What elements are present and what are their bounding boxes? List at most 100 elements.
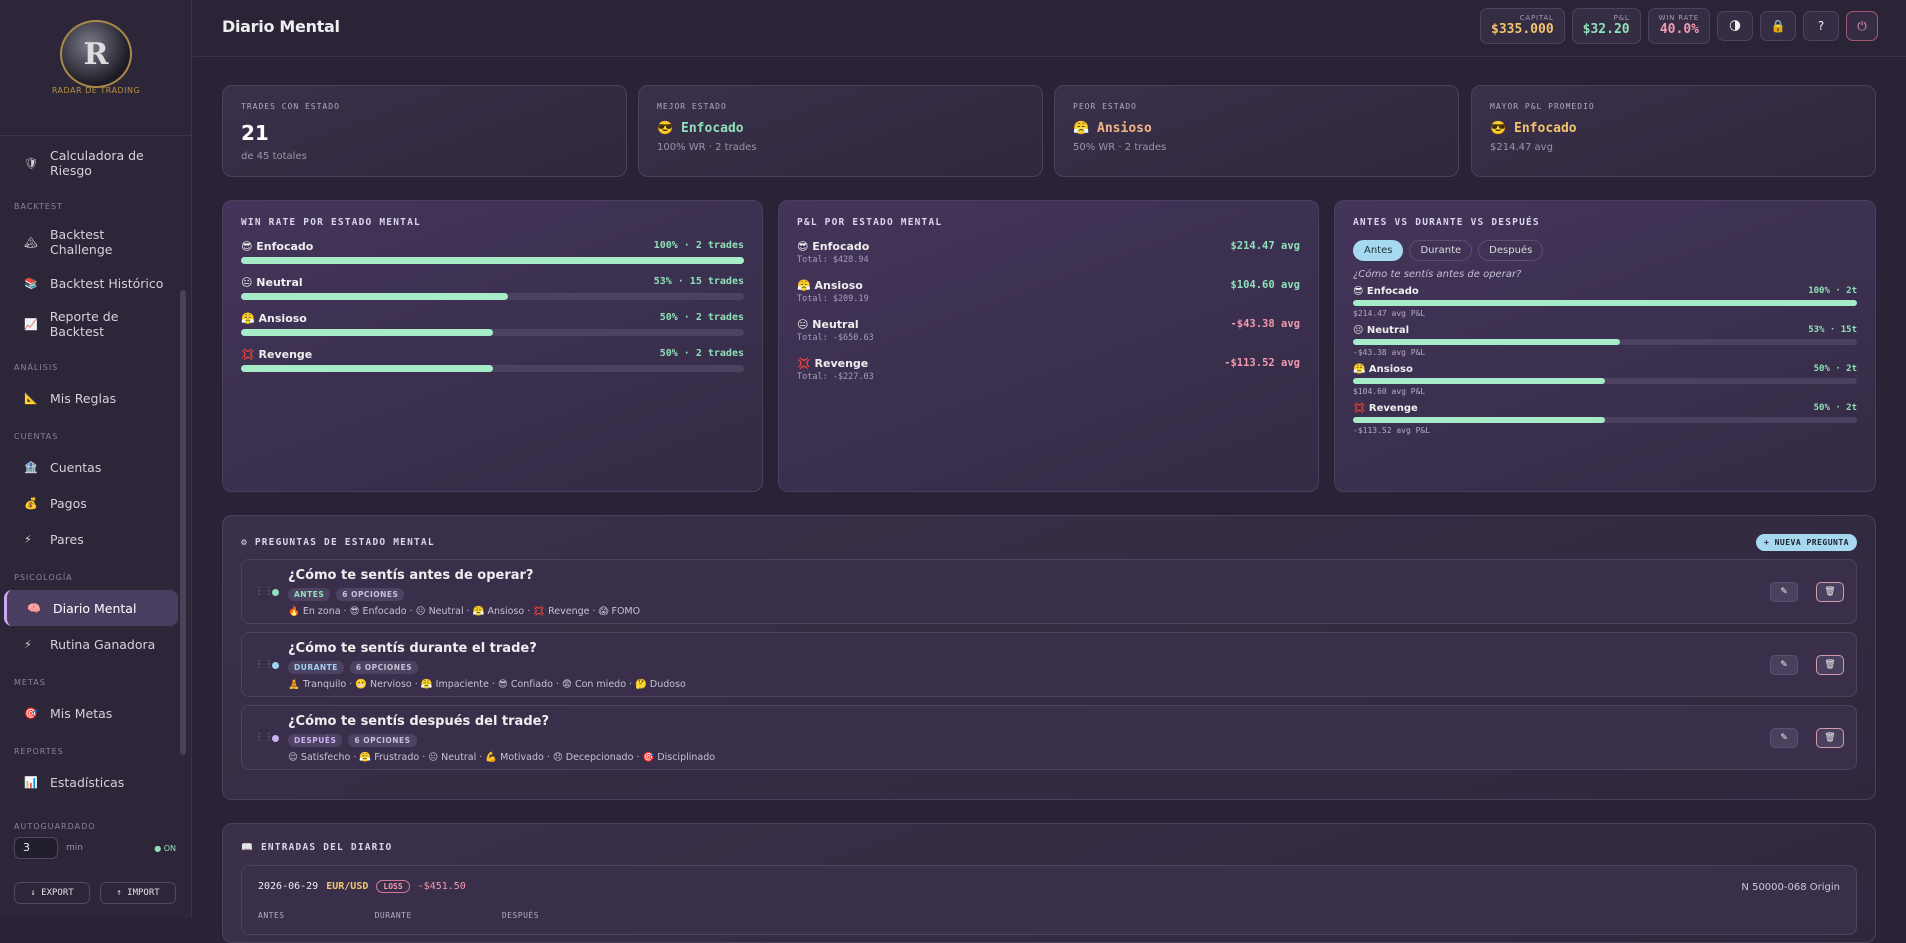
question-tags: DESPUÉS 6 OPCIONES: [288, 734, 1856, 747]
tab[interactable]: Antes: [1353, 240, 1404, 261]
question-dot: [272, 589, 279, 596]
nav-item[interactable]: 💰 Pagos: [4, 485, 178, 521]
nav-label: Cuentas: [50, 459, 102, 475]
questions-head: ⚙ PREGUNTAS DE ESTADO MENTAL + NUEVA PREG…: [241, 534, 1857, 551]
question-options: 🔥 En zona · 😎 Enfocado · 😐 Neutral · 😤 A…: [288, 606, 641, 617]
nav-icon: 🧠: [27, 601, 41, 615]
nav-item[interactable]: ⚡ Rutina Ganadora: [4, 626, 178, 662]
edit-button[interactable]: ✎: [1770, 728, 1798, 748]
nav-section: METAS: [14, 678, 46, 687]
row-head: 😐 Neutral 53% · 15 trades: [241, 276, 744, 289]
drag-handle: ⋮⋮: [254, 659, 274, 670]
state-name: 😎 Enfocado: [241, 240, 314, 253]
nav-label: Estadísticas: [50, 774, 125, 790]
nav-label: Diario Mental: [53, 600, 137, 616]
edit-button[interactable]: ✎: [1770, 582, 1798, 602]
stat-value: 40.0%: [1659, 22, 1699, 37]
delete-button[interactable]: 🗑: [1816, 655, 1844, 675]
entry-column: ANTES: [258, 911, 285, 920]
nav-item[interactable]: 🏦 Cuentas: [4, 449, 178, 485]
nav-item[interactable]: ⚡ Pares: [4, 521, 178, 557]
stat: CAPITAL $335.000: [1480, 8, 1565, 44]
nav-item[interactable]: 📊 Estadísticas: [4, 764, 178, 800]
pnl-left: 😤 Ansioso Total: $209.19: [797, 279, 869, 304]
page-title: Diario Mental: [222, 17, 340, 36]
nav-icon: 🎯: [24, 706, 38, 720]
nav-label: Pagos: [50, 495, 87, 511]
nav-item[interactable]: 🧠 Diario Mental: [4, 590, 178, 626]
entry-head: 2026-06-29 EUR/USD LOSS -$451.50: [258, 880, 1840, 893]
bar: [1353, 300, 1857, 306]
state-name: 😐 Neutral: [241, 276, 303, 289]
nav-icon: 🛡: [24, 156, 38, 170]
summary-sub: $214.47 avg: [1490, 142, 1553, 153]
bar-track: [1353, 378, 1857, 384]
tab[interactable]: Después: [1478, 240, 1544, 261]
sidebar-button[interactable]: ↓ EXPORT: [14, 882, 90, 904]
question: ⋮⋮ ¿Cómo te sentís después del trade? DESP…: [241, 705, 1857, 770]
summary-card: MAYOR P&L PROMEDIO 😎 Enfocado $214.47 avg: [1471, 85, 1876, 177]
summary-sub: de 45 totales: [241, 151, 307, 162]
delete-button[interactable]: 🗑: [1816, 582, 1844, 602]
nav-section: ANÁLISIS: [14, 363, 59, 372]
nav-item[interactable]: 🎯 Mis Metas: [4, 695, 178, 731]
nav-label: Backtest Histórico: [50, 275, 164, 291]
bar: [241, 293, 508, 300]
header-button[interactable]: ⏻: [1846, 11, 1878, 41]
row-head: 💢 Revenge 50% · 2 trades: [241, 348, 744, 361]
state-rate: 50% · 2t: [1813, 364, 1857, 374]
stat-label: CAPITAL: [1519, 14, 1554, 22]
winrate-row: 😤 Ansioso 50% · 2 trades: [241, 312, 744, 336]
summary-label: PEOR ESTADO: [1073, 102, 1137, 111]
delete-button[interactable]: 🗑: [1816, 728, 1844, 748]
header-button[interactable]: ?: [1803, 11, 1839, 41]
nav-item[interactable]: 📚 Backtest Histórico: [4, 265, 178, 301]
autosave-input[interactable]: 3: [14, 837, 58, 859]
sidebar-buttons: ↓ EXPORT ↑ IMPORT: [14, 882, 176, 904]
nav-item[interactable]: 📐 Mis Reglas: [4, 380, 178, 416]
bar-track: [1353, 339, 1857, 345]
header-button[interactable]: 🔒: [1760, 11, 1796, 41]
phase-tag: DESPUÉS: [288, 734, 343, 747]
entries-panel: 📖 ENTRADAS DEL DIARIO 2026-06-29 EUR/USD LO…: [222, 823, 1876, 943]
nav-item[interactable]: 📈 Reporte de Backtest: [4, 301, 178, 347]
phase-row: 💢 Revenge 50% · 2t -$113.52 avg P&L: [1353, 403, 1857, 435]
nav-icon: 🏔: [24, 235, 38, 249]
panel-title: ⚙ PREGUNTAS DE ESTADO MENTAL: [241, 537, 435, 548]
bar: [241, 329, 493, 336]
summary-value: 😎 Enfocado: [1490, 121, 1577, 136]
phase-pnl: -$113.52 avg P&L: [1353, 426, 1431, 435]
stat-value: $335.000: [1491, 22, 1554, 37]
state-rate: 50% · 2 trades: [659, 312, 744, 323]
header-button[interactable]: 🌗: [1717, 11, 1753, 41]
state-name: 😐 Neutral: [797, 318, 859, 331]
nav-item[interactable]: 🛡 Calculadora de Riesgo: [4, 140, 178, 186]
state-rate: 50% · 2 trades: [659, 348, 744, 359]
nav-section: BACKTEST: [14, 202, 63, 211]
row-head: 😎 Enfocado 100% · 2 trades: [241, 240, 744, 253]
bar-track: [1353, 417, 1857, 423]
entry-pair: EUR/USD: [326, 881, 369, 892]
bar: [1353, 378, 1605, 384]
nav-item[interactable]: 🏔 Backtest Challenge: [4, 219, 178, 265]
option-count: 6 OPCIONES: [349, 661, 419, 674]
edit-button[interactable]: ✎: [1770, 655, 1798, 675]
summary-value: 😤 Ansioso: [1073, 121, 1152, 136]
nav-section: REPORTES: [14, 747, 64, 756]
sidebar: R RADAR DE TRADING 🛡 Calculadora de Riesgo…: [0, 0, 192, 918]
bar-track: [241, 329, 744, 336]
tab[interactable]: Durante: [1409, 240, 1473, 261]
bar: [241, 365, 493, 372]
phase-tag: DURANTE: [288, 661, 344, 674]
question-text: ¿Cómo te sentís durante el trade?: [288, 641, 537, 656]
nav-label: Pares: [50, 531, 84, 547]
panel-title: ANTES VS DURANTE VS DESPUÉS: [1353, 217, 1540, 228]
logo-text: RADAR DE TRADING: [51, 86, 141, 95]
pnl-row: 😎 Enfocado Total: $428.94 $214.47 avg: [797, 240, 1300, 265]
summary-sub: 50% WR · 2 trades: [1073, 142, 1167, 153]
header: Diario Mental CAPITAL $335.000 P&L $32.20 WI…: [193, 0, 1906, 57]
pnl-row: 💢 Revenge Total: -$227.03 -$113.52 avg: [797, 357, 1300, 382]
new-question-button[interactable]: + NUEVA PREGUNTA: [1755, 534, 1857, 551]
state-name: 😤 Ansioso: [797, 279, 863, 292]
sidebar-button[interactable]: ↑ IMPORT: [100, 882, 176, 904]
